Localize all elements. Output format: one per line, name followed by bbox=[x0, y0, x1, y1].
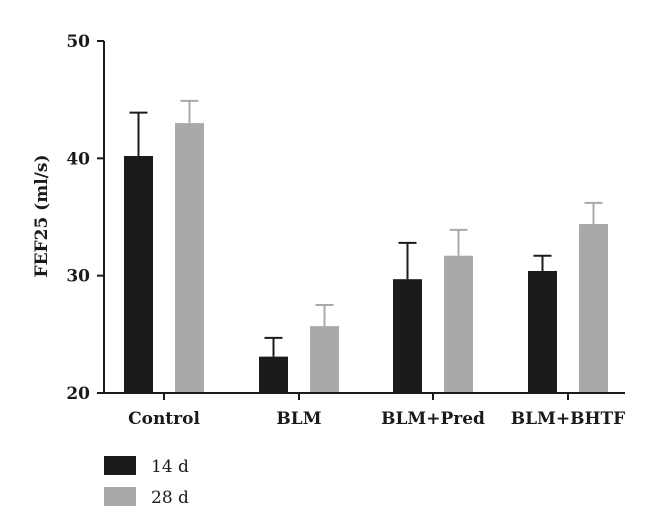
legend-swatch bbox=[104, 487, 136, 506]
y-tick-label: 40 bbox=[66, 149, 90, 169]
x-category-label: Control bbox=[128, 409, 200, 429]
x-category-label: BLM+BHTF bbox=[511, 409, 626, 429]
bar-28d bbox=[175, 123, 204, 393]
bar-14d bbox=[124, 155, 153, 393]
legend-label: 28 d bbox=[151, 488, 189, 508]
bars-layer bbox=[124, 123, 608, 393]
axes-layer bbox=[103, 41, 625, 394]
bar-14d bbox=[259, 356, 288, 393]
error-bars-layer bbox=[129, 99, 603, 357]
bar-14d bbox=[393, 279, 422, 393]
x-category-label: BLM+Pred bbox=[381, 409, 485, 429]
bar-28d bbox=[579, 224, 608, 393]
bar-14d bbox=[528, 270, 557, 393]
y-axis-title: FEF25 (ml/s) bbox=[32, 155, 52, 278]
y-tick-label: 30 bbox=[66, 267, 90, 287]
y-tick-label: 50 bbox=[66, 32, 90, 52]
y-tick-label: 20 bbox=[66, 384, 90, 404]
y-ticks: 20 30 40 50 bbox=[66, 32, 104, 404]
bar-28d bbox=[444, 255, 473, 393]
bar-28d bbox=[310, 326, 339, 393]
x-category-label: BLM bbox=[276, 409, 321, 429]
x-category-labels: Control BLM BLM+Pred BLM+BHTF bbox=[128, 393, 625, 429]
legend-label: 14 d bbox=[151, 457, 189, 477]
legend-swatch bbox=[104, 456, 136, 475]
legend: 14 d 28 d bbox=[104, 456, 189, 508]
